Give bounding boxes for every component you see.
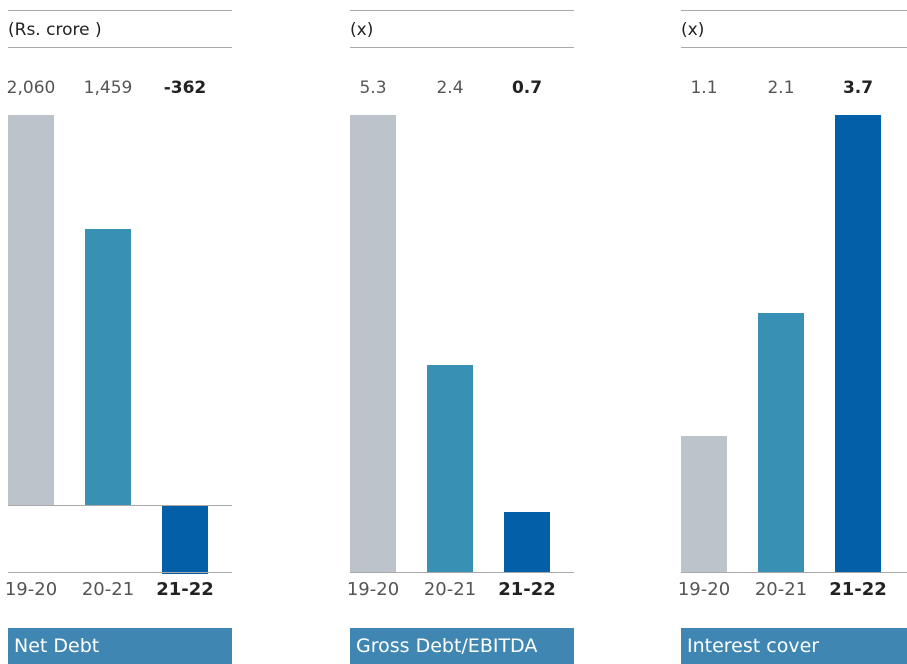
- bar-21-22: [162, 505, 208, 574]
- unit-label: (x): [350, 20, 374, 40]
- chart-title-banner: Net Debt: [8, 628, 232, 664]
- category-label-19-20: 19-20: [677, 579, 731, 600]
- category-label-21-22: 21-22: [829, 579, 887, 600]
- unit-rule: [350, 47, 574, 48]
- unit-rule: [8, 47, 232, 48]
- chart-interest-cover: (x) 1.1 2.1 3.7 19-20 20-21 21-22 Intere…: [678, 0, 907, 664]
- unit-rule: [681, 47, 907, 48]
- chart-net-debt: (Rs. crore ) 2,060 1,459 -362 19-20 20-2…: [5, 0, 232, 664]
- value-label-21-22: -362: [163, 78, 207, 98]
- axis-rule: [681, 572, 907, 573]
- category-label-20-21: 20-21: [81, 579, 135, 600]
- bar-21-22: [504, 511, 550, 572]
- unit-label: (Rs. crore ): [8, 20, 102, 40]
- value-label-21-22: 3.7: [842, 78, 874, 98]
- chart-title-banner: Interest cover: [681, 628, 907, 664]
- top-rule: [681, 10, 907, 11]
- bar-19-20: [681, 436, 727, 572]
- category-label-21-22: 21-22: [498, 579, 556, 600]
- value-label-20-21: 2.1: [767, 78, 795, 98]
- bar-20-21: [85, 228, 131, 505]
- chart-title-banner: Gross Debt/EBITDA: [350, 628, 574, 664]
- value-label-20-21: 2.4: [436, 78, 464, 98]
- value-label-19-20: 2,060: [6, 78, 56, 98]
- axis-rule: [8, 572, 232, 573]
- value-label-21-22: 0.7: [511, 78, 543, 98]
- bar-19-20: [350, 115, 396, 572]
- axis-rule: [350, 572, 574, 573]
- bar-20-21: [758, 312, 804, 572]
- value-label-19-20: 5.3: [359, 78, 387, 98]
- value-label-19-20: 1.1: [690, 78, 718, 98]
- bar-21-22: [835, 115, 881, 572]
- bar-19-20: [8, 115, 54, 505]
- top-rule: [8, 10, 232, 11]
- category-label-19-20: 19-20: [346, 579, 400, 600]
- unit-label: (x): [681, 20, 705, 40]
- chart-gross-debt-ebitda: (x) 5.3 2.4 0.7 19-20 20-21 21-22 Gross …: [347, 0, 574, 664]
- zero-baseline: [8, 505, 232, 506]
- value-label-20-21: 1,459: [83, 78, 133, 98]
- category-label-20-21: 20-21: [423, 579, 477, 600]
- top-rule: [350, 10, 574, 11]
- category-label-21-22: 21-22: [156, 579, 214, 600]
- category-label-19-20: 19-20: [4, 579, 58, 600]
- category-label-20-21: 20-21: [754, 579, 808, 600]
- bar-20-21: [427, 365, 473, 572]
